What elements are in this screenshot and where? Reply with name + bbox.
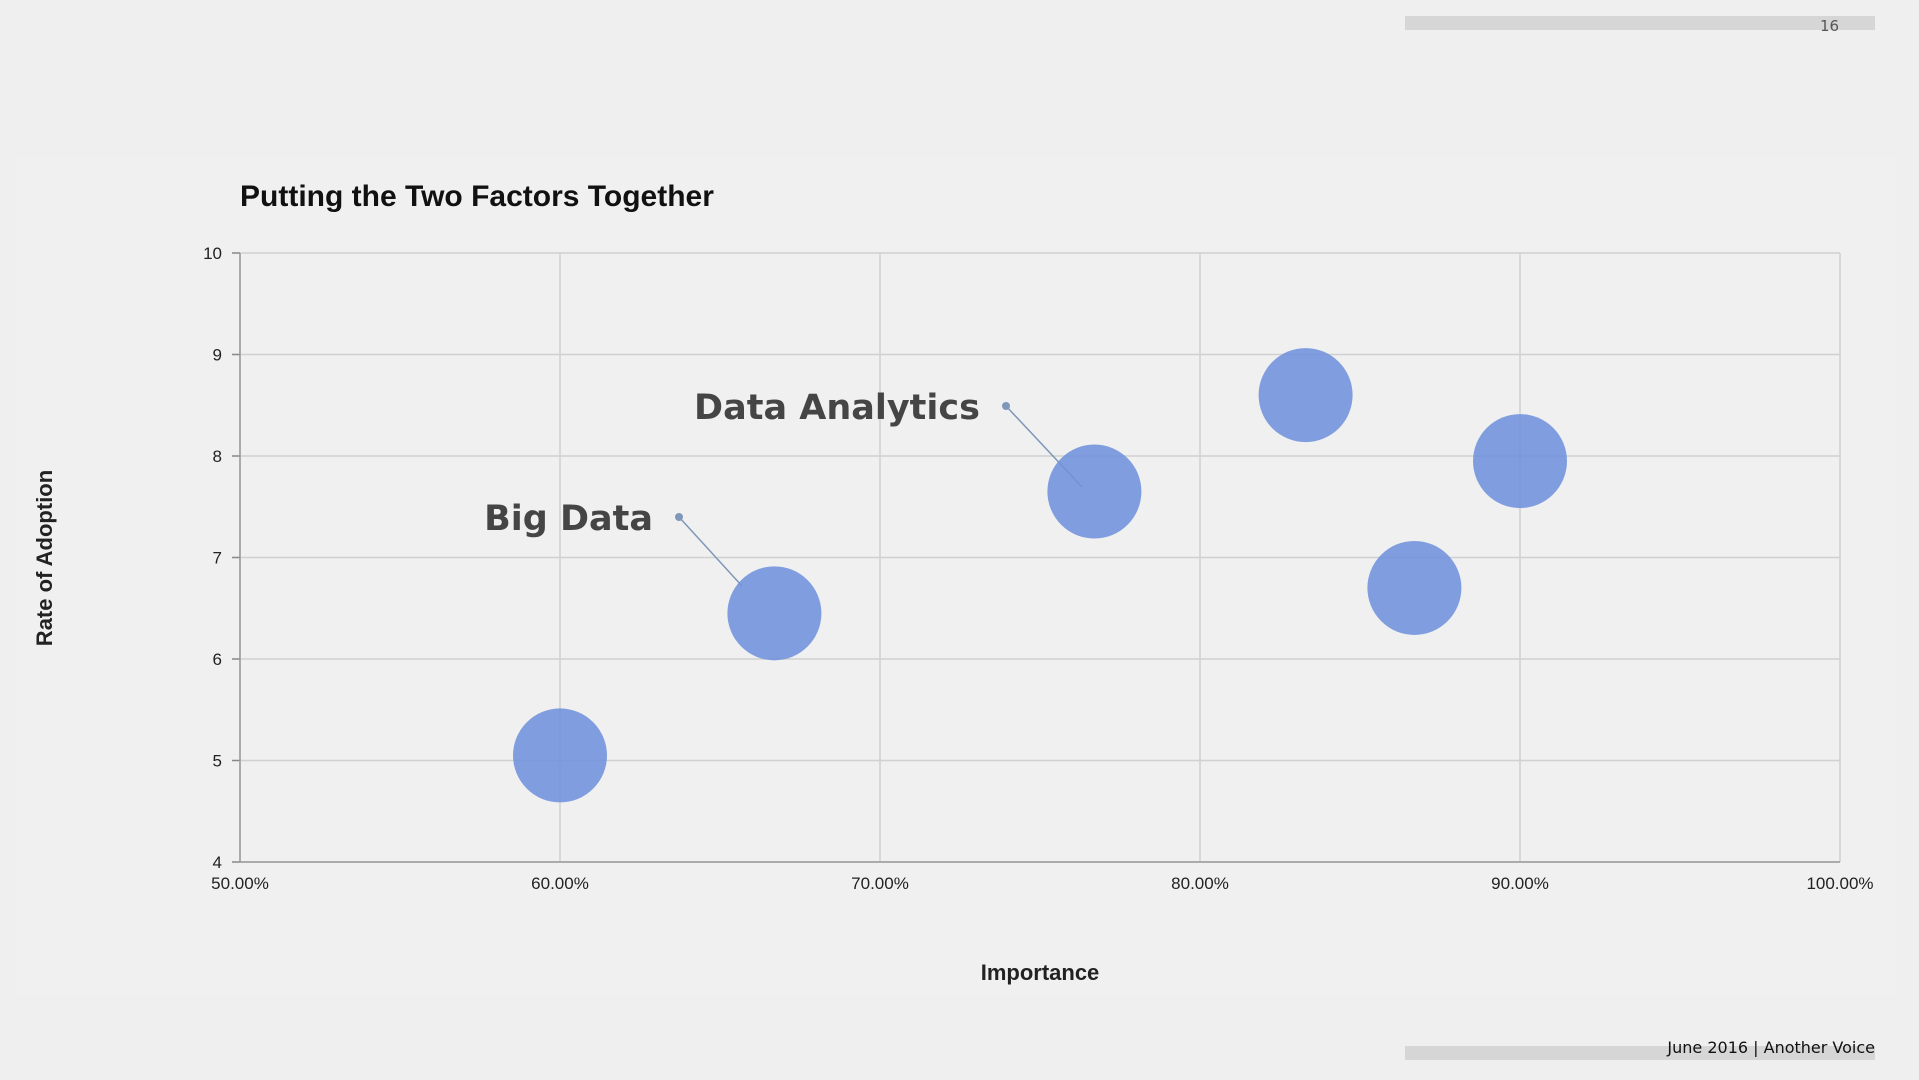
grid-layer [232,252,1841,863]
y-tick-label: 4 [213,853,222,872]
data-bubble [1047,444,1142,539]
bubble-layer [513,348,1567,803]
page-number: 16 [1820,17,1840,35]
y-tick-label: 10 [203,244,222,263]
data-bubble [1367,540,1462,635]
header-bar [1405,16,1875,30]
y-tick-label: 8 [213,447,222,466]
x-tick-label: 60.00% [531,874,589,893]
x-tick-label: 80.00% [1171,874,1229,893]
data-bubble [1473,414,1567,509]
x-tick-label: 50.00% [211,874,269,893]
tick-layer: 50.00% 60.00% 70.00% 80.00% 90.00% 100.00% 4 5 6… [203,244,1873,893]
callout-dot [1002,402,1010,410]
data-bubble [1258,348,1353,443]
chart-title: Putting the Two Factors Together [240,180,714,213]
y-tick-label: 5 [213,752,222,771]
chart-panel [16,158,1896,994]
y-tick-label: 7 [213,549,222,568]
callout-label: Data Analytics [694,388,980,428]
data-bubble [513,708,607,803]
callout-layer: Data Analytics Big Data [484,388,980,539]
x-tick-label: 70.00% [851,874,909,893]
callout-dot [675,513,683,521]
data-bubble [727,566,822,661]
callout-leader-line [678,516,743,587]
y-tick-label: 6 [213,650,222,669]
callout-label: Big Data [484,499,653,539]
footer-text: June 2016 | Another Voice [1667,1038,1875,1057]
x-tick-label: 90.00% [1491,874,1549,893]
leader-layer [675,402,1083,587]
y-tick-label: 9 [213,346,222,365]
footer-bar [1405,1046,1875,1060]
y-axis-title: Rate of Adoption [32,470,57,646]
x-tick-label: 100.00% [1806,874,1873,893]
x-axis-title: Importance [981,960,1100,985]
